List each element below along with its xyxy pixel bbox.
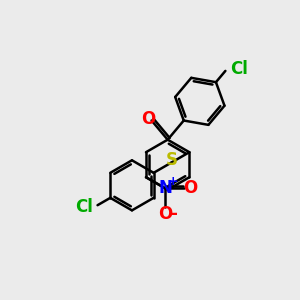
Text: S: S [166, 151, 178, 169]
Text: N: N [159, 179, 172, 197]
Text: Cl: Cl [75, 198, 93, 216]
Text: O: O [184, 179, 198, 197]
Text: +: + [167, 175, 178, 188]
Text: -: - [170, 205, 177, 223]
Text: O: O [141, 110, 155, 128]
Text: Cl: Cl [230, 60, 248, 78]
Text: O: O [159, 205, 173, 223]
